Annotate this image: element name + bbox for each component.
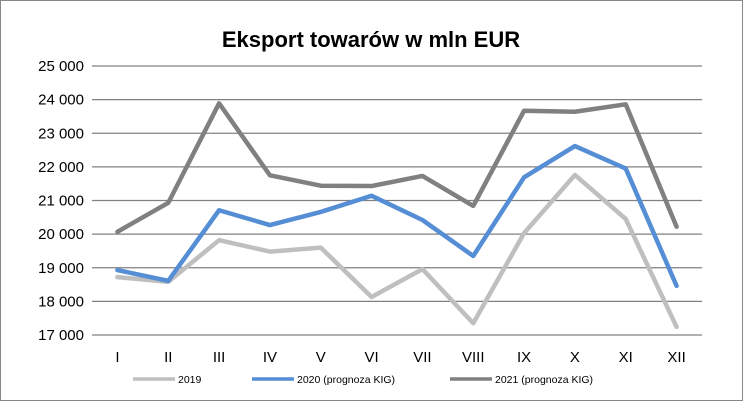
x-tick-label: IV (263, 349, 277, 366)
x-tick-label: I (115, 349, 119, 366)
x-tick-label: III (213, 349, 226, 366)
y-tick-label: 24 000 (38, 92, 84, 109)
x-tick-label: IX (517, 349, 531, 366)
y-tick-label: 18 000 (38, 293, 84, 310)
y-tick-label: 20 000 (38, 226, 84, 243)
chart-title: Eksport towarów w mln EUR (222, 27, 520, 52)
x-tick-label: XI (619, 349, 633, 366)
legend-label: 2020 (prognoza KIG) (297, 374, 395, 386)
x-tick-label: VII (413, 349, 431, 366)
x-tick-label: V (316, 349, 326, 366)
x-tick-label: XII (667, 349, 685, 366)
x-tick-label: II (164, 349, 172, 366)
legend-label: 2019 (178, 374, 202, 386)
series-line-2021 (115, 101, 679, 235)
y-tick-label: 19 000 (38, 260, 84, 277)
y-tick-label: 22 000 (38, 159, 84, 176)
x-tick-label: VIII (462, 349, 485, 366)
x-tick-label: VI (364, 349, 378, 366)
series-line-2020 (115, 143, 679, 289)
y-tick-label: 23 000 (38, 125, 84, 142)
y-tick-label: 21 000 (38, 193, 84, 210)
y-tick-label: 25 000 (38, 58, 84, 75)
series-line-2019 (115, 172, 679, 330)
y-tick-label: 17 000 (38, 327, 84, 344)
x-tick-label: X (570, 349, 580, 366)
legend-label: 2021 (prognoza KIG) (495, 374, 593, 386)
